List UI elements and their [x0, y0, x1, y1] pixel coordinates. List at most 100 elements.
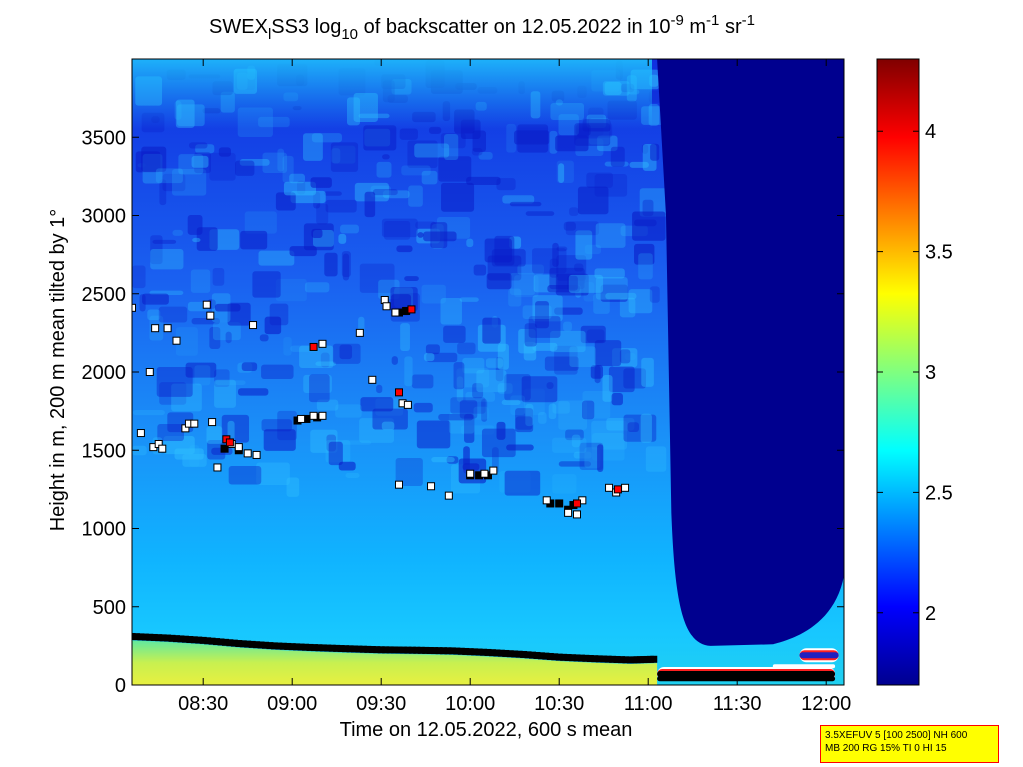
texture-patch [606, 417, 635, 431]
texture-patch [440, 133, 466, 149]
boundary-marker [168, 634, 176, 642]
texture-patch [501, 399, 521, 405]
texture-patch [575, 230, 593, 260]
texture-patch [524, 388, 545, 416]
texture-patch [582, 391, 611, 419]
boundary-marker [444, 647, 452, 655]
texture-patch [554, 345, 578, 375]
texture-patch [171, 383, 202, 412]
texture-patch [342, 253, 350, 281]
marker [163, 324, 172, 333]
texture-patch [299, 345, 334, 368]
texture-patch [586, 329, 605, 343]
texture-patch [497, 383, 513, 394]
texture-patch [256, 462, 290, 486]
marker [391, 308, 400, 317]
boundary-marker [377, 646, 385, 654]
band-segment [657, 671, 836, 678]
texture-patch [594, 268, 625, 279]
texture-patch [261, 364, 294, 379]
boundary-marker [622, 656, 630, 664]
chart-title: SWEXlSS3 log10 of backscatter on 12.05.2… [209, 12, 755, 43]
texture-patch [142, 293, 169, 305]
title-part: l [268, 26, 271, 43]
boundary-marker [404, 646, 412, 654]
texture-patch [518, 328, 536, 354]
colorbar-tick-label: 3.5 [925, 242, 953, 264]
marker [573, 510, 581, 519]
boundary-marker [471, 648, 479, 656]
marker [466, 469, 475, 478]
title-part: -1 [742, 12, 755, 29]
texture-patch [335, 404, 362, 418]
texture-patch [556, 246, 568, 252]
texture-patch [456, 376, 464, 402]
texture-patch [612, 348, 638, 368]
boundary-marker [564, 654, 572, 662]
boundary-marker [279, 642, 287, 650]
boundary-marker [302, 643, 310, 651]
boundary-marker [613, 655, 621, 663]
texture-patch [597, 444, 604, 473]
texture-patch [408, 185, 423, 207]
boundary-marker [386, 646, 394, 654]
boundary-marker [569, 654, 577, 662]
texture-patch [548, 403, 557, 420]
boundary-marker [324, 644, 332, 652]
texture-patch [400, 323, 410, 352]
texture-patch [194, 365, 211, 386]
texture-patch [269, 303, 289, 326]
texture-patch [277, 148, 285, 172]
texture-patch [282, 155, 294, 183]
marker [621, 483, 630, 492]
texture-patch [440, 298, 462, 325]
texture-patch [563, 321, 572, 332]
texture-patch [465, 391, 496, 402]
y-tick-label: 1500 [82, 440, 127, 462]
band-segment [772, 664, 836, 669]
texture-patch [360, 397, 394, 412]
texture-patch [431, 457, 455, 463]
texture-patch [359, 418, 395, 443]
boundary-layer-markers [132, 632, 658, 664]
marker [489, 466, 498, 475]
texture-patch [558, 461, 592, 467]
texture-patch [594, 174, 628, 197]
boundary-marker [230, 639, 238, 647]
texture-patch [415, 221, 437, 229]
texture-patch [228, 465, 262, 485]
y-tick-label: 500 [93, 597, 126, 619]
texture-patch [552, 242, 559, 267]
texture-patch [188, 142, 208, 149]
boundary-marker [173, 635, 180, 643]
texture-patch [214, 369, 230, 388]
texture-patch [510, 395, 526, 415]
boundary-marker [239, 640, 247, 648]
info-line-2: MB 200 RG 15% TI 0 HI 15 [825, 743, 947, 754]
texture-patch [517, 264, 545, 275]
texture-patch [552, 401, 570, 414]
texture-patch [563, 221, 576, 231]
texture-patch [417, 232, 424, 238]
texture-patch [496, 421, 506, 440]
boundary-marker [368, 646, 376, 654]
boundary-marker [248, 640, 256, 648]
texture-patch [158, 306, 188, 323]
colorbar-gradient [876, 58, 920, 686]
colorbar-tick-label: 2.5 [925, 482, 953, 504]
texture-patch [508, 288, 522, 307]
texture-patch [320, 352, 330, 368]
texture-patch [376, 161, 392, 178]
boundary-marker [546, 652, 554, 660]
texture-patch [481, 398, 488, 422]
boundary-marker [493, 649, 501, 657]
texture-patch [326, 434, 337, 452]
texture-patch [438, 414, 474, 421]
boundary-marker [524, 651, 532, 659]
x-tick-label: 08:30 [178, 693, 228, 715]
title-part: SS3 log [271, 16, 341, 38]
texture-patch [395, 457, 423, 486]
boundary-marker [650, 655, 658, 663]
texture-patch [619, 349, 631, 364]
texture-patch [502, 195, 535, 204]
